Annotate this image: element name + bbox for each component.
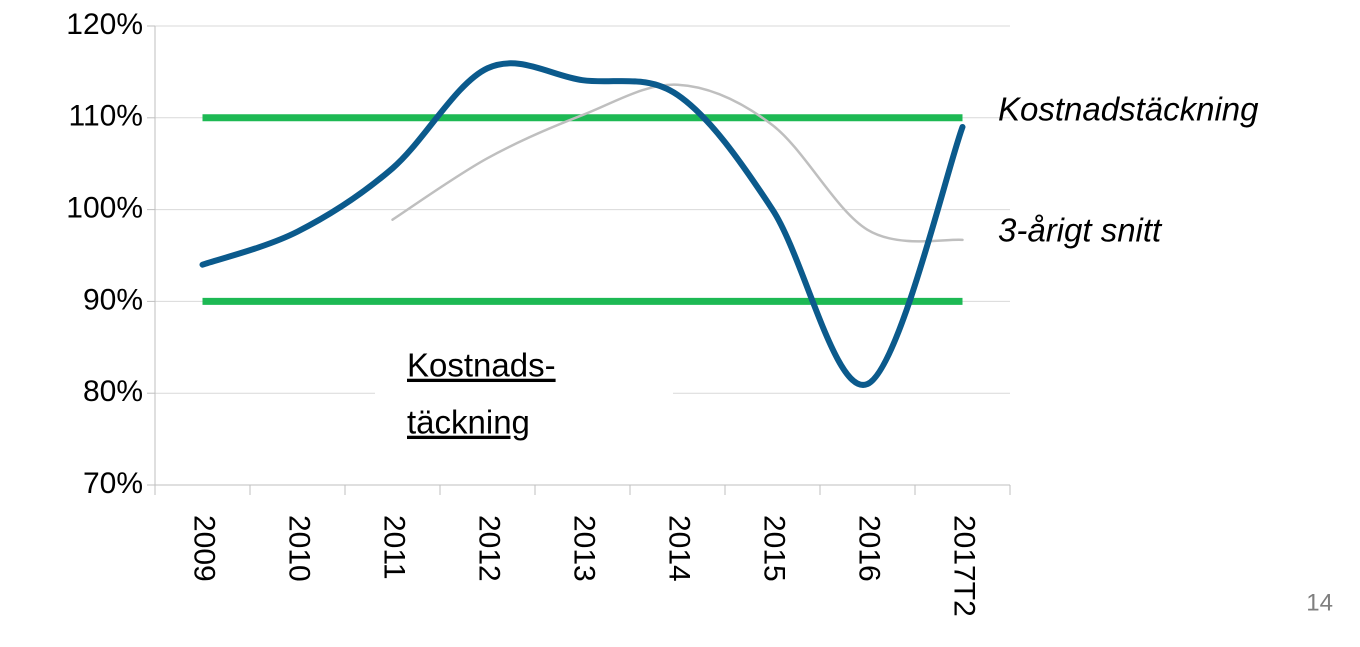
- x-tick-label: 2010: [283, 515, 316, 582]
- plot-under: 70% 80% 90% 100% 110% 120% 2009 2010 2011 2012 201…: [66, 8, 1259, 617]
- x-tick-label: 2013: [568, 515, 601, 582]
- page-number: 14: [1306, 589, 1333, 616]
- y-tick-label: 100%: [66, 192, 143, 225]
- x-tick-label: 2014: [663, 515, 696, 582]
- x-tick-label: 2015: [758, 515, 791, 582]
- annotation: Kostnads-: [407, 347, 556, 384]
- y-tick-label: 110%: [68, 100, 143, 133]
- annotation-box: [375, 345, 673, 455]
- x-tick-label: 2011: [378, 515, 411, 580]
- y-tick-label: 80%: [83, 375, 143, 408]
- legend-label: Kostnadstäckning: [998, 91, 1259, 128]
- x-tick-label: 2009: [188, 515, 221, 582]
- series-line: [391, 83, 964, 243]
- y-tick-label: 120%: [66, 8, 143, 41]
- series-line: [199, 60, 966, 388]
- legend-label: 3-årigt snitt: [998, 212, 1163, 249]
- y-tick-label: 70%: [83, 467, 143, 500]
- x-tick-label: 2012: [473, 515, 506, 582]
- x-tick-label: 2016: [853, 515, 886, 582]
- y-tick-label: 90%: [83, 283, 143, 316]
- x-tick-label: 2017T2: [948, 515, 981, 617]
- annotation: täckning: [407, 404, 530, 441]
